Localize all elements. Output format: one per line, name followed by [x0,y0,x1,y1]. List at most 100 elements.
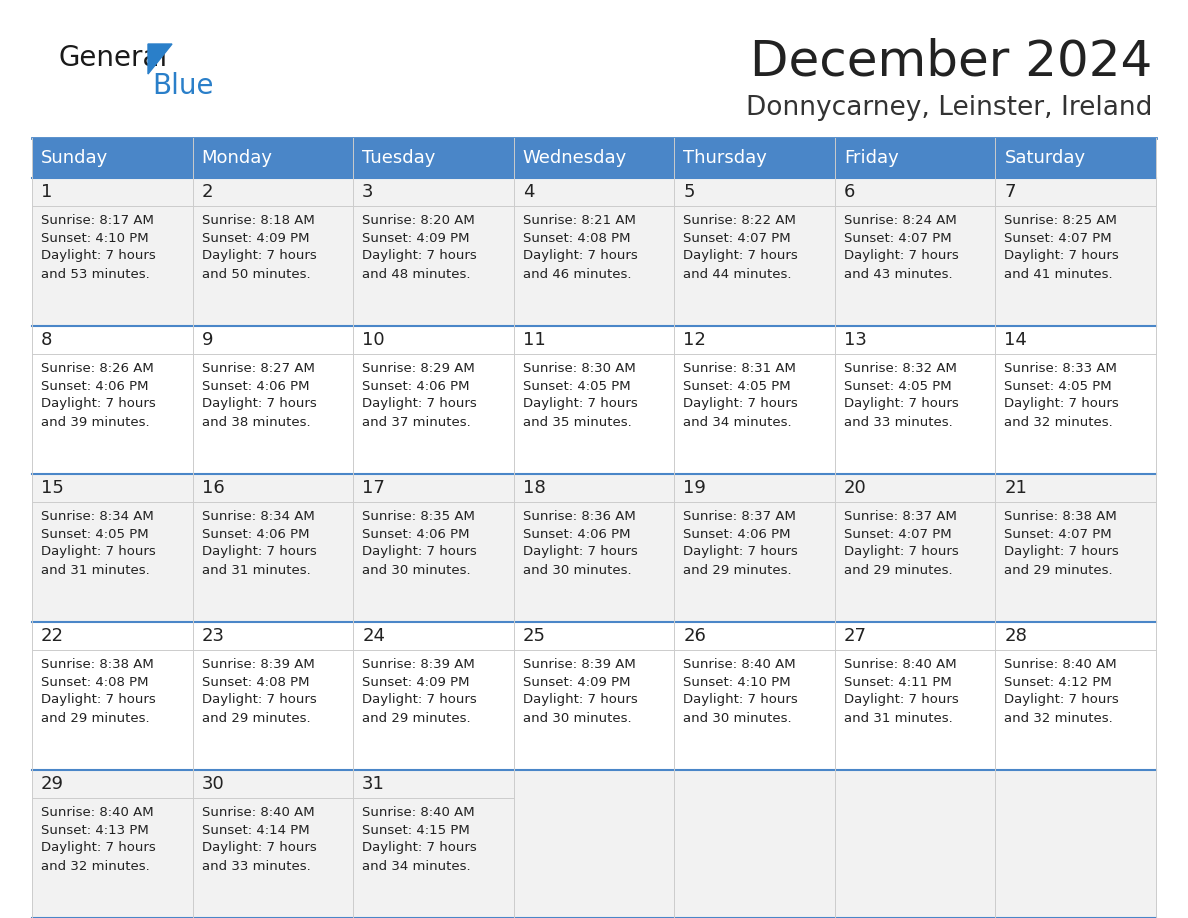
Text: and 31 minutes.: and 31 minutes. [42,564,150,577]
Text: and 34 minutes.: and 34 minutes. [362,859,470,872]
Text: 9: 9 [202,331,213,349]
Text: Sunset: 4:13 PM: Sunset: 4:13 PM [42,823,148,836]
Text: Sunrise: 8:18 AM: Sunrise: 8:18 AM [202,214,315,227]
Text: 22: 22 [42,627,64,645]
Text: Blue: Blue [152,72,214,100]
Bar [996,622,1156,650]
Text: Sunrise: 8:40 AM: Sunrise: 8:40 AM [202,805,314,819]
Text: Sunrise: 8:40 AM: Sunrise: 8:40 AM [362,805,475,819]
Text: Daylight: 7 hours: Daylight: 7 hours [843,397,959,410]
Bar [32,326,192,354]
Text: Daylight: 7 hours: Daylight: 7 hours [683,693,798,707]
Bar [32,138,1156,178]
Text: 7: 7 [1004,183,1016,201]
Text: 14: 14 [1004,331,1028,349]
Text: and 43 minutes.: and 43 minutes. [843,267,953,281]
Text: and 33 minutes.: and 33 minutes. [843,416,953,429]
Text: Sunset: 4:05 PM: Sunset: 4:05 PM [683,379,791,393]
Bar [835,622,996,650]
Text: 6: 6 [843,183,855,201]
Text: and 46 minutes.: and 46 minutes. [523,267,631,281]
Bar [192,326,353,354]
Text: Daylight: 7 hours: Daylight: 7 hours [523,250,638,263]
Text: Sunset: 4:12 PM: Sunset: 4:12 PM [1004,676,1112,688]
Text: Sunrise: 8:26 AM: Sunrise: 8:26 AM [42,362,153,375]
Text: Daylight: 7 hours: Daylight: 7 hours [202,250,316,263]
Text: Sunset: 4:07 PM: Sunset: 4:07 PM [843,528,952,541]
Bar [32,770,1156,918]
Bar [353,622,513,650]
Bar [32,178,192,206]
Text: Sunset: 4:06 PM: Sunset: 4:06 PM [683,528,791,541]
Text: Sunrise: 8:30 AM: Sunrise: 8:30 AM [523,362,636,375]
Text: and 34 minutes.: and 34 minutes. [683,416,792,429]
Text: 1: 1 [42,183,52,201]
Bar [513,474,675,502]
Bar [32,474,192,502]
Text: and 29 minutes.: and 29 minutes. [362,711,470,724]
Text: Daylight: 7 hours: Daylight: 7 hours [42,397,156,410]
Text: 31: 31 [362,775,385,793]
Text: and 35 minutes.: and 35 minutes. [523,416,632,429]
Text: and 30 minutes.: and 30 minutes. [362,564,470,577]
Text: Sunset: 4:05 PM: Sunset: 4:05 PM [42,528,148,541]
Text: 3: 3 [362,183,374,201]
Text: Sunrise: 8:21 AM: Sunrise: 8:21 AM [523,214,636,227]
Text: Sunrise: 8:34 AM: Sunrise: 8:34 AM [202,509,315,522]
Text: Sunset: 4:05 PM: Sunset: 4:05 PM [843,379,952,393]
Bar [192,622,353,650]
Text: Sunset: 4:09 PM: Sunset: 4:09 PM [362,231,469,244]
Text: and 41 minutes.: and 41 minutes. [1004,267,1113,281]
Text: and 44 minutes.: and 44 minutes. [683,267,791,281]
Text: Sunset: 4:10 PM: Sunset: 4:10 PM [683,676,791,688]
Text: Thursday: Thursday [683,149,767,167]
Bar [353,178,513,206]
Text: General: General [58,44,168,72]
Text: 18: 18 [523,479,545,497]
Bar [675,622,835,650]
Text: Wednesday: Wednesday [523,149,627,167]
Text: Sunday: Sunday [42,149,108,167]
Bar [32,178,1156,326]
Text: Sunrise: 8:38 AM: Sunrise: 8:38 AM [1004,509,1117,522]
Text: 13: 13 [843,331,867,349]
Text: Sunrise: 8:40 AM: Sunrise: 8:40 AM [843,657,956,670]
Text: 2: 2 [202,183,213,201]
Text: Sunrise: 8:39 AM: Sunrise: 8:39 AM [202,657,315,670]
Text: Donnycarney, Leinster, Ireland: Donnycarney, Leinster, Ireland [746,95,1152,121]
Text: Daylight: 7 hours: Daylight: 7 hours [202,842,316,855]
Text: 28: 28 [1004,627,1028,645]
Text: Sunset: 4:14 PM: Sunset: 4:14 PM [202,823,309,836]
Text: 16: 16 [202,479,225,497]
Text: Sunrise: 8:33 AM: Sunrise: 8:33 AM [1004,362,1117,375]
Text: 29: 29 [42,775,64,793]
Text: Sunrise: 8:25 AM: Sunrise: 8:25 AM [1004,214,1117,227]
Text: and 50 minutes.: and 50 minutes. [202,267,310,281]
Text: Sunrise: 8:32 AM: Sunrise: 8:32 AM [843,362,956,375]
Text: and 31 minutes.: and 31 minutes. [202,564,310,577]
Text: Sunset: 4:06 PM: Sunset: 4:06 PM [202,379,309,393]
Text: and 30 minutes.: and 30 minutes. [523,711,631,724]
Text: Sunrise: 8:39 AM: Sunrise: 8:39 AM [362,657,475,670]
Text: Sunrise: 8:17 AM: Sunrise: 8:17 AM [42,214,154,227]
Bar [192,178,353,206]
Text: Sunset: 4:06 PM: Sunset: 4:06 PM [362,379,469,393]
Text: and 29 minutes.: and 29 minutes. [42,711,150,724]
Text: Sunset: 4:09 PM: Sunset: 4:09 PM [362,676,469,688]
Text: Daylight: 7 hours: Daylight: 7 hours [523,693,638,707]
Bar [192,474,353,502]
Bar [513,622,675,650]
Text: and 37 minutes.: and 37 minutes. [362,416,470,429]
Text: Sunset: 4:06 PM: Sunset: 4:06 PM [202,528,309,541]
Text: Daylight: 7 hours: Daylight: 7 hours [42,250,156,263]
Bar [353,770,513,798]
Text: Sunrise: 8:40 AM: Sunrise: 8:40 AM [683,657,796,670]
Text: 23: 23 [202,627,225,645]
Text: and 29 minutes.: and 29 minutes. [843,564,953,577]
Text: and 29 minutes.: and 29 minutes. [1004,564,1113,577]
Text: 20: 20 [843,479,866,497]
Text: and 29 minutes.: and 29 minutes. [202,711,310,724]
Text: Sunset: 4:09 PM: Sunset: 4:09 PM [523,676,630,688]
Text: Sunset: 4:07 PM: Sunset: 4:07 PM [683,231,791,244]
Text: and 38 minutes.: and 38 minutes. [202,416,310,429]
